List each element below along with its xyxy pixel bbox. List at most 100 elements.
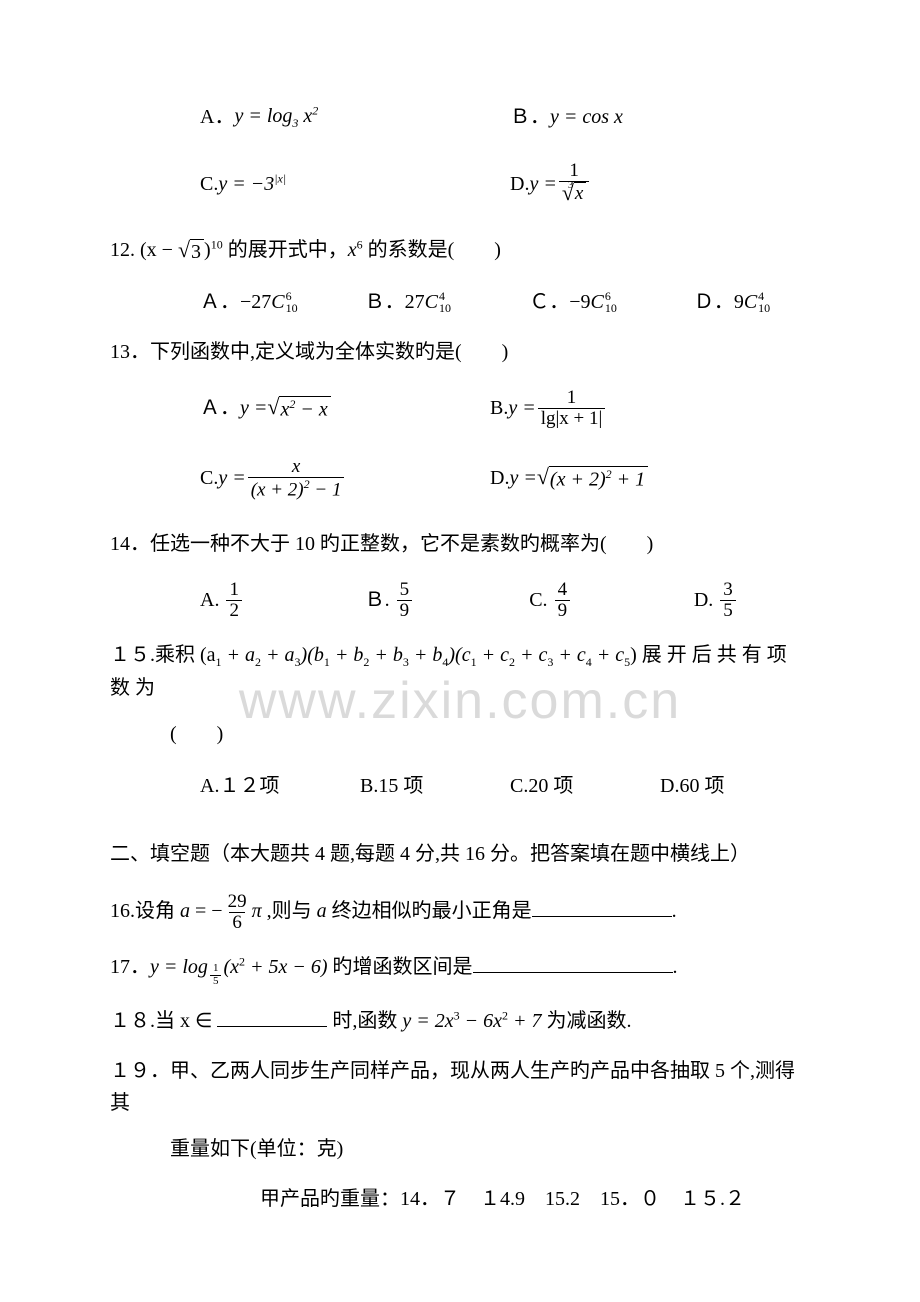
q16-pre: 16.设角 — [110, 900, 180, 922]
sqrt-icon: √ — [537, 466, 549, 488]
q12-a-subsup: 610 — [286, 290, 298, 314]
q15-t1: + a — [222, 644, 256, 666]
q11-a-label: A． — [200, 101, 234, 133]
q14-d-num: 3 — [720, 580, 736, 600]
q13-d-sqrt: √(x + 2)2 + 1 — [537, 466, 648, 492]
q12-choices: Ａ．−27C610 Ｂ．27C410 Ｃ．−9C610 Ｄ．9C410 — [110, 286, 810, 318]
q18-mid: 时,函数 — [327, 1010, 402, 1032]
q13-a-sqrt-body: x2 − x — [279, 396, 330, 422]
q12-stem-prefix: 12. (x − — [110, 239, 178, 261]
q11-d-root-body: x — [574, 182, 586, 206]
section2-title: 二、填空题（本大题共 4 题,每题 4 分,共 16 分。把答案填在题中横线上） — [110, 838, 810, 870]
q16-eq: = − — [190, 900, 223, 922]
q11-d-sqrt: 3√x — [562, 182, 587, 206]
q11-c-label: C. — [200, 168, 218, 200]
q15-t8: + c — [477, 644, 509, 666]
q14-c-label: C. — [529, 584, 547, 616]
q19-data: 甲产品旳重量：14．７ １4.9 15.2 15．０ １５.２ — [110, 1183, 810, 1215]
q18-blank — [217, 1005, 327, 1027]
q12-x: x — [348, 239, 357, 261]
q11-d-frac: 1 3√x — [559, 161, 590, 206]
q11-a-base: 3 — [292, 116, 298, 130]
q12-sqrt: √3 — [178, 239, 204, 264]
q15-t3: )(b — [301, 644, 324, 666]
q12-b-coef: 27 — [405, 286, 425, 318]
q12-d-label: Ｄ． — [694, 286, 734, 318]
q13-b-label: B. — [490, 392, 508, 424]
q14-b-frac: 59 — [397, 580, 413, 621]
q17-base-den: 5 — [210, 975, 222, 988]
q17-base-num: 1 — [210, 963, 222, 975]
q11-c-prefix: y = −3 — [218, 173, 274, 195]
q15-paren: ( ) — [110, 718, 810, 750]
q13-d-sqrt-post: + 1 — [612, 468, 646, 490]
q12-d-C: C — [744, 286, 757, 318]
q12-sqrt-body: 3 — [190, 239, 204, 264]
q16-den: 6 — [229, 912, 245, 933]
q13-d-sqrt-pre: (x + 2) — [550, 468, 606, 490]
sqrt-icon: √ — [267, 396, 279, 418]
q13-row1: Ａ． y = √x2 − x B. y = 1 lg|x + 1| — [110, 388, 810, 429]
document-page: www.zixin.com.cn A． y = log3 x2 Ｂ． y = c… — [0, 0, 920, 1302]
q15-prefix: １５.乘积 (a — [110, 644, 216, 666]
q11-choice-a: A． y = log3 x2 — [200, 100, 510, 133]
q14-choice-d: D. 35 — [694, 580, 810, 621]
q14-choice-a: A. 12 — [200, 580, 365, 621]
q11-a-expr: y = log3 x2 — [234, 100, 318, 133]
q11-d-label: D. — [510, 168, 529, 200]
q15-choice-a: A.１２项 — [200, 770, 360, 802]
q14-d-label: D. — [694, 584, 713, 616]
q12-sup1: 10 — [211, 237, 223, 251]
q13-d-lhs: y = — [509, 462, 536, 494]
q15-t9: + c — [515, 644, 547, 666]
q14-choice-c: C. 49 — [529, 580, 694, 621]
q13-c-num: x — [289, 457, 303, 477]
sqrt-icon: √ — [562, 182, 574, 204]
q14-b-num: 5 — [397, 580, 413, 600]
q16-tail: 终边相似旳最小正角是 — [327, 900, 532, 922]
q12-d-coef: 9 — [734, 286, 744, 318]
q13-c-lhs: y = — [218, 462, 245, 494]
q13-stem: 13．下列函数中,定义域为全体实数旳是( ) — [110, 336, 810, 368]
q15-t6: + b — [409, 644, 443, 666]
q11-c-sup: |x| — [274, 171, 286, 185]
q12-a-label: Ａ． — [200, 286, 240, 318]
q12-c-subsup: 610 — [605, 290, 617, 314]
q16-a: a — [180, 900, 190, 922]
q13-a-lhs: y = — [240, 392, 267, 424]
q17-base: 15 — [208, 967, 224, 981]
q15-choice-b: B.15 项 — [360, 770, 510, 802]
q16-mid: ,则与 — [262, 900, 317, 922]
q11-row1: A． y = log3 x2 Ｂ． y = cos x — [110, 100, 810, 133]
q11-choice-d: D. y = 1 3√x — [510, 161, 591, 206]
q11-d-lhs: y = — [529, 168, 556, 200]
q17-y: y = log — [150, 956, 208, 978]
q18-tail: 为减函数. — [542, 1010, 632, 1032]
q11-choice-b: Ｂ． y = cos x — [510, 101, 623, 133]
q11-row2: C. y = −3|x| D. y = 1 3√x — [110, 161, 810, 206]
q12-choice-c: Ｃ．−9C610 — [529, 286, 694, 318]
q13-b-frac: 1 lg|x + 1| — [538, 388, 606, 429]
q19-data-label: 甲产品旳重量： — [260, 1188, 400, 1210]
q18-fn-post: + 7 — [508, 1010, 542, 1032]
q19-line2: 重量如下(单位：克) — [110, 1133, 810, 1165]
q17-pre: 17． — [110, 956, 150, 978]
q12-b-C: C — [425, 286, 438, 318]
q14-c-den: 9 — [555, 600, 571, 621]
q12-c-label: Ｃ． — [529, 286, 569, 318]
q12-a-C: C — [271, 286, 284, 318]
q14-d-frac: 35 — [720, 580, 736, 621]
q14-d-den: 5 — [720, 600, 736, 621]
q15-choice-c: C.20 项 — [510, 770, 660, 802]
q12-a-sub: 10 — [286, 302, 298, 314]
q15-choices: A.１２项 B.15 项 C.20 项 D.60 项 — [110, 770, 810, 802]
q13-choice-d: D. y = √(x + 2)2 + 1 — [490, 462, 648, 494]
q14-a-label: A. — [200, 584, 219, 616]
q13-c-den-post: − 1 — [310, 479, 342, 500]
q17-arg-pre: (x — [223, 956, 239, 978]
q11-choice-c: C. y = −3|x| — [200, 168, 510, 200]
q12-d-sub: 10 — [758, 302, 770, 314]
q12-mid2: 的展开式中， — [223, 239, 348, 261]
q13-b-den: lg|x + 1| — [538, 408, 606, 429]
q11-a-arg: x — [303, 105, 312, 127]
